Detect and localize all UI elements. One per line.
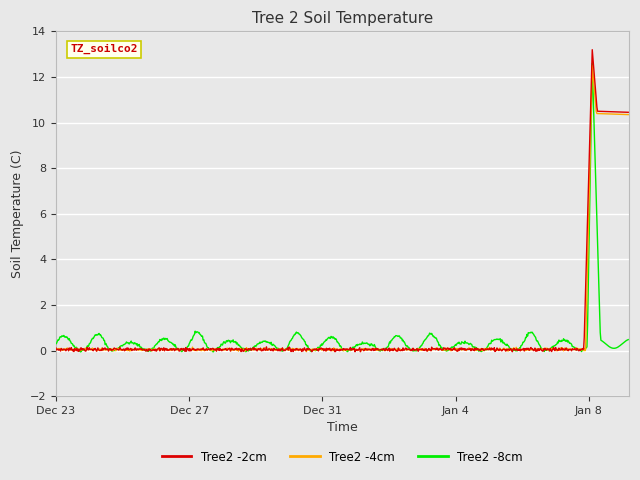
Y-axis label: Soil Temperature (C): Soil Temperature (C) — [11, 150, 24, 278]
Text: TZ_soilco2: TZ_soilco2 — [70, 44, 138, 54]
Title: Tree 2 Soil Temperature: Tree 2 Soil Temperature — [252, 11, 433, 26]
X-axis label: Time: Time — [327, 421, 358, 434]
Legend: Tree2 -2cm, Tree2 -4cm, Tree2 -8cm: Tree2 -2cm, Tree2 -4cm, Tree2 -8cm — [157, 446, 528, 468]
